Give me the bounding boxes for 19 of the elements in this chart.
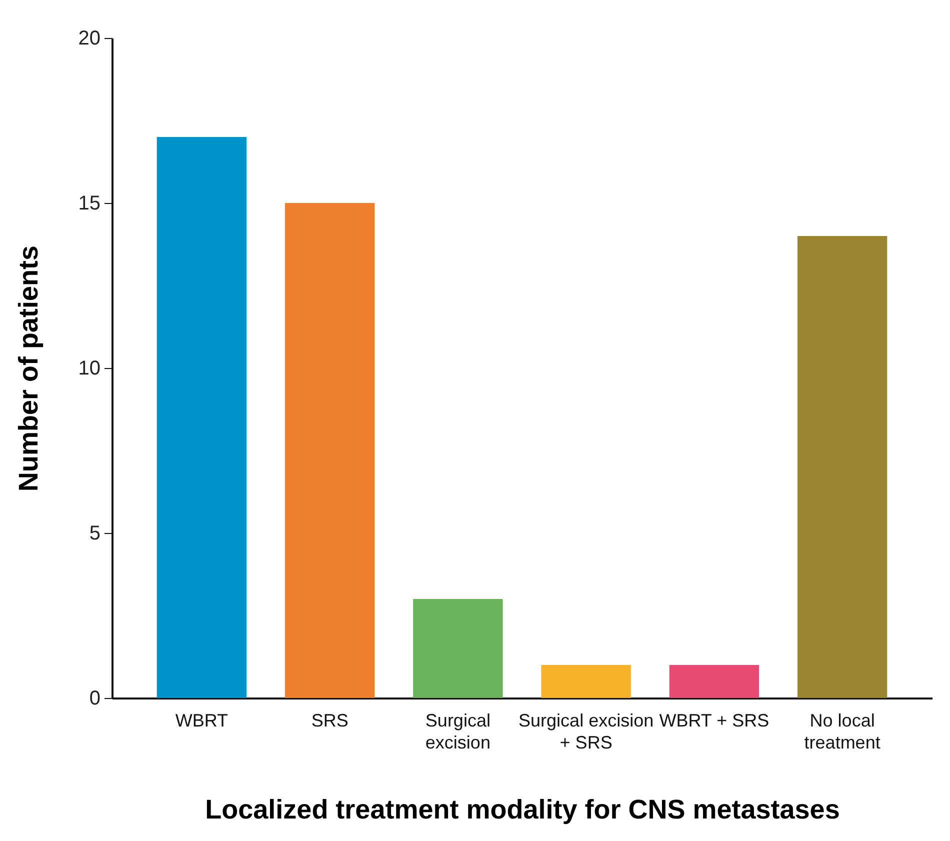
x-tick-label: SRS	[311, 710, 348, 730]
x-tick-label: WBRT	[175, 710, 228, 730]
x-tick-label: Surgical excision	[425, 710, 490, 752]
bar	[156, 137, 247, 698]
x-axis-title: Localized treatment modality for CNS metastases	[205, 794, 840, 824]
y-tick-label: 15	[78, 192, 100, 214]
bar	[413, 599, 503, 698]
y-axis-title: Number of patients	[13, 245, 44, 492]
bar	[669, 665, 760, 698]
y-tick-label: 5	[89, 522, 100, 544]
bar	[541, 665, 631, 698]
y-tick-label: 10	[78, 358, 100, 380]
bar	[284, 203, 375, 698]
x-tick-label: WBRT + SRS	[659, 710, 770, 730]
x-tick-label: Surgical excision + SRS	[518, 710, 654, 752]
y-tick-label: 0	[89, 688, 100, 710]
x-tick-label: No local treatment	[804, 710, 880, 752]
bar	[797, 236, 888, 698]
y-tick-label: 20	[78, 28, 100, 50]
